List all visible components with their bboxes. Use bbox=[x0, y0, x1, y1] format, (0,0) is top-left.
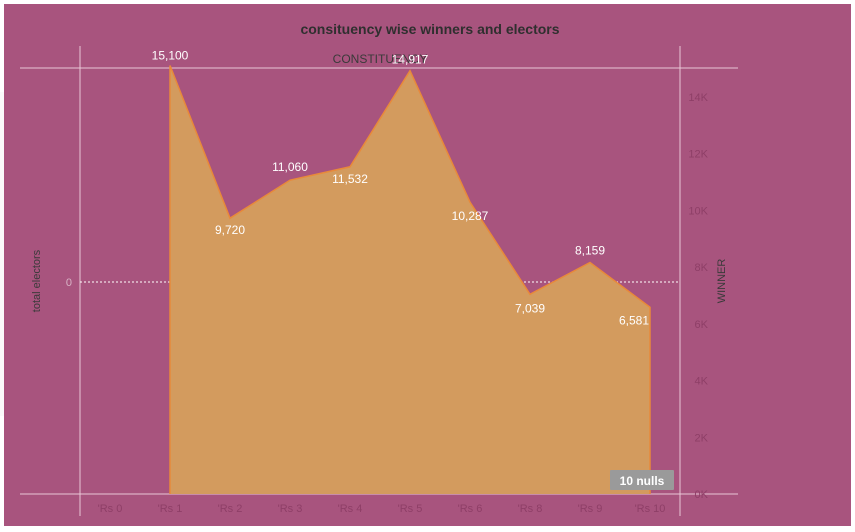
y-tick-label: 14K bbox=[688, 92, 708, 104]
y-tick-label: 2K bbox=[695, 432, 709, 444]
data-label: 11,060 bbox=[272, 160, 308, 174]
y-axis-ticks: 0K 2K 4K 6K 8K 10K 12K 14K bbox=[688, 92, 708, 501]
x-tick-label: 'Rs 1 bbox=[158, 503, 183, 515]
area-line bbox=[169, 65, 651, 494]
data-label: 11,532 bbox=[332, 172, 368, 186]
x-tick-label: 'Rs 0 bbox=[98, 503, 123, 515]
data-label: 10,287 bbox=[452, 209, 489, 223]
data-label: 15,100 bbox=[152, 49, 189, 63]
right-axis-title: WINNER bbox=[716, 259, 728, 304]
x-tick-label: 'Rs 5 bbox=[398, 503, 423, 515]
data-label: 9,720 bbox=[215, 223, 245, 237]
x-tick-label: 'Rs 9 bbox=[578, 503, 603, 515]
column-header: CONSTITUENCY bbox=[333, 52, 428, 66]
y-tick-label: 4K bbox=[695, 376, 709, 388]
left-axis-tick: 0 bbox=[66, 277, 72, 289]
left-axis-title: total electors bbox=[31, 249, 43, 312]
x-axis-ticks: 'Rs 0 'Rs 1 'Rs 2 'Rs 3 'Rs 4 'Rs 5 'Rs 6 'Rs 8… bbox=[98, 503, 666, 515]
area-fill bbox=[170, 65, 650, 494]
data-label: 14,917 bbox=[392, 53, 429, 67]
area-series bbox=[169, 65, 651, 494]
data-label: 7,039 bbox=[515, 301, 545, 315]
x-tick-label: 'Rs 4 bbox=[338, 503, 363, 515]
chart-title: consituency wise winners and electors bbox=[300, 21, 559, 37]
y-tick-label: 0K bbox=[695, 489, 709, 501]
y-tick-label: 12K bbox=[688, 149, 708, 161]
y-tick-label: 8K bbox=[695, 262, 709, 274]
data-labels: 15,100 9,720 11,060 11,532 14,917 10,287 7,039… bbox=[152, 49, 650, 328]
null-indicator-text: 10 nulls bbox=[620, 474, 665, 488]
data-label: 6,581 bbox=[619, 313, 649, 327]
x-tick-label: 'Rs 3 bbox=[278, 503, 303, 515]
x-tick-label: 'Rs 8 bbox=[518, 503, 543, 515]
data-label: 8,159 bbox=[575, 243, 605, 257]
x-tick-label: 'Rs 2 bbox=[218, 503, 243, 515]
y-tick-label: 6K bbox=[695, 319, 709, 331]
null-indicator-box[interactable] bbox=[610, 470, 674, 490]
null-indicator[interactable]: 10 nulls bbox=[610, 470, 674, 490]
x-tick-label: 'Rs 6 bbox=[458, 503, 483, 515]
x-tick-label: 'Rs 10 bbox=[635, 503, 666, 515]
y-tick-label: 10K bbox=[688, 205, 708, 217]
